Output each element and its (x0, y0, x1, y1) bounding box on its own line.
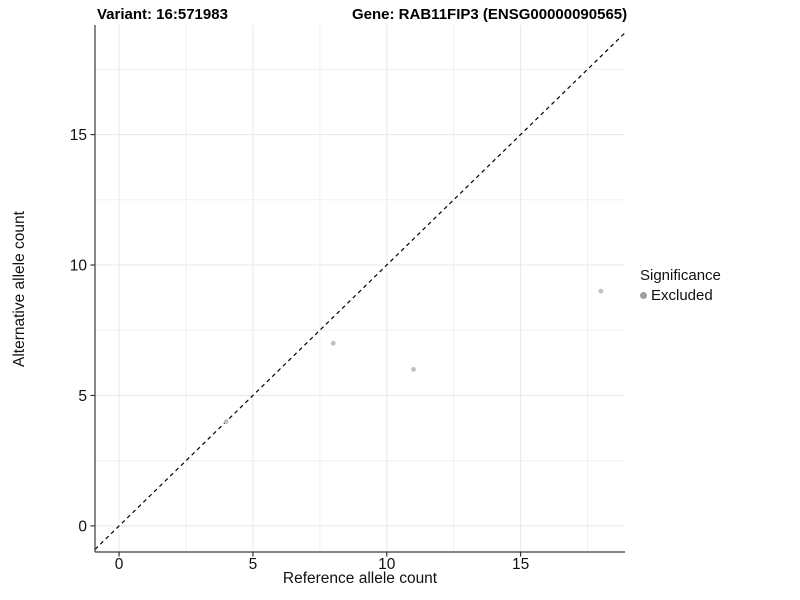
x-axis-title: Reference allele count (282, 570, 438, 587)
y-tick-label: 0 (78, 518, 87, 535)
x-tick-label: 5 (249, 556, 258, 573)
data-point (223, 419, 229, 424)
data-point (598, 288, 604, 294)
legend-item-label: Excluded (651, 287, 713, 304)
x-tick-label: 0 (115, 556, 124, 573)
y-tick-label: 15 (70, 127, 87, 144)
data-point (330, 340, 336, 346)
excluded-point-icon (640, 292, 647, 299)
legend-item-excluded: Excluded (640, 287, 721, 304)
y-axis-title: Alternative allele count (11, 211, 28, 367)
x-tick-label: 10 (378, 556, 396, 573)
plot-title-gene: Gene: RAB11FIP3 (ENSG00000090565) (352, 6, 628, 23)
legend-title: Significance (640, 267, 721, 284)
legend: Significance Excluded (640, 267, 721, 304)
y-tick-label: 5 (78, 388, 87, 405)
plot-title-variant: Variant: 16:571983 (97, 6, 228, 23)
identity-line (94, 32, 626, 550)
y-tick-label: 10 (70, 258, 88, 275)
data-point (411, 366, 416, 372)
x-tick-label: 15 (512, 556, 529, 573)
